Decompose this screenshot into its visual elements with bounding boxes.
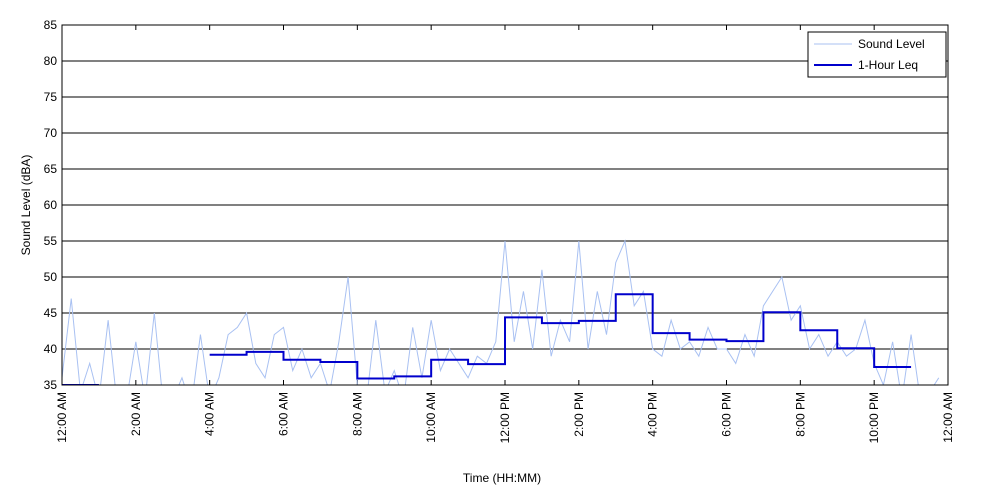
y-axis-label: Sound Level (dBA) [19, 155, 33, 256]
y-tick-label: 40 [44, 342, 58, 356]
y-tick-label: 75 [44, 90, 58, 104]
y-tick-label: 80 [44, 54, 58, 68]
y-tick-label: 70 [44, 126, 58, 140]
y-tick-label: 85 [44, 18, 58, 32]
x-tick-label: 6:00 PM [720, 392, 734, 437]
y-tick-label: 65 [44, 162, 58, 176]
x-tick-label: 12:00 AM [941, 392, 955, 443]
x-tick-label: 10:00 PM [867, 392, 881, 443]
x-tick-label: 4:00 AM [203, 392, 217, 436]
series-line [209, 293, 912, 380]
y-tick-label: 50 [44, 270, 58, 284]
x-axis-label: Time (HH:MM) [463, 471, 541, 485]
x-tick-label: 2:00 AM [129, 392, 143, 436]
series-line [62, 239, 940, 385]
x-tick-label: 6:00 AM [277, 392, 291, 436]
y-tick-label: 35 [44, 378, 58, 392]
y-tick-label: 60 [44, 198, 58, 212]
x-tick-label: 8:00 AM [350, 392, 364, 436]
x-tick-label: 8:00 PM [793, 392, 807, 437]
x-tick-label: 10:00 AM [424, 392, 438, 443]
plot-lines [62, 239, 940, 385]
x-tick-label: 12:00 PM [498, 392, 512, 443]
plot-frame [61, 24, 949, 386]
legend-label: Sound Level [858, 37, 925, 51]
x-tick-label: 4:00 PM [646, 392, 660, 437]
legend-label: 1-Hour Leq [858, 58, 918, 72]
y-tick-label: 45 [44, 306, 58, 320]
x-tick-label: 2:00 PM [572, 392, 586, 437]
legend-box [807, 31, 947, 78]
y-tick-label: 55 [44, 234, 58, 248]
x-tick-label: 12:00 AM [55, 392, 69, 443]
